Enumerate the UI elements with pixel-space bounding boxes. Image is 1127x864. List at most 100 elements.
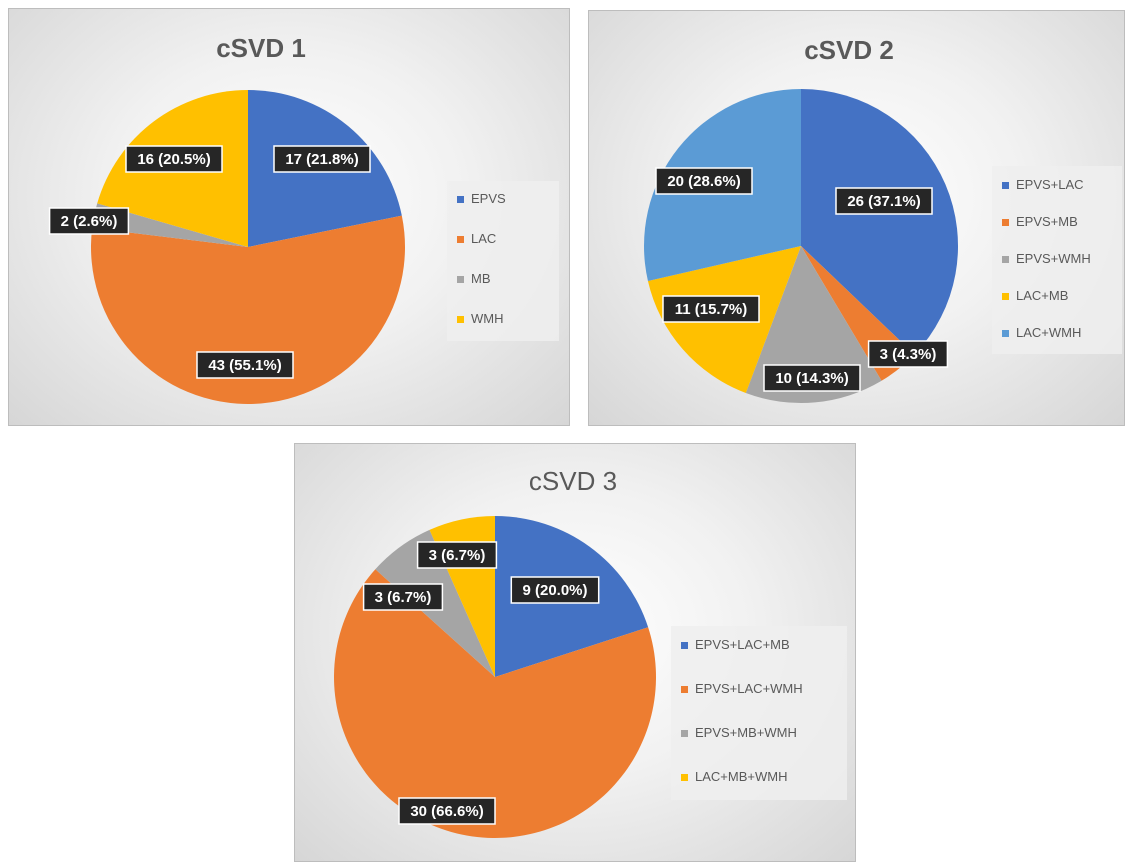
pie-slice — [745, 246, 882, 404]
chart-panel-csvd3: cSVD 3 9 (20.0%) 30 (66.6%) 3 (6.7%) 3 (6.7… — [294, 443, 856, 862]
legend-swatch — [1002, 219, 1009, 226]
data-label-bg — [763, 364, 861, 392]
legend-swatch — [457, 316, 464, 323]
chart-panel-csvd2: cSVD 2 26 (37.1%) 3 (4.3%) 10 (14.3%) 11 (1… — [588, 10, 1125, 426]
data-labels: 9 (20.0%) 30 (66.6%) 3 (6.7%) 3 (6.7%) — [362, 541, 600, 825]
legend-box — [671, 626, 847, 800]
data-label-text: 17 (21.8%) — [285, 151, 358, 168]
data-label-text: 2 (2.6%) — [61, 213, 118, 230]
chart-title: cSVD 2 — [804, 35, 894, 65]
pie-slice — [801, 88, 959, 355]
legend-label: WMH — [471, 311, 504, 326]
data-label: 16 (20.5%) — [125, 145, 223, 173]
pie-chart-csvd1: cSVD 1 17 (21.8%) 43 (55.1%) 2 (2.6%) 16 (2… — [48, 33, 559, 404]
data-label: 20 (28.6%) — [655, 167, 753, 195]
data-label-text: 30 (66.6%) — [410, 803, 483, 820]
legend-label: EPVS+LAC — [1016, 177, 1084, 192]
chart-title: cSVD 1 — [216, 33, 306, 63]
data-label-text: 11 (15.7%) — [675, 301, 748, 318]
legend-item: EPVS+LAC — [1002, 177, 1084, 192]
data-label: 3 (6.7%) — [416, 541, 498, 569]
legend-swatch — [1002, 256, 1009, 263]
data-label-text: 26 (37.1%) — [847, 193, 920, 210]
legend-item: WMH — [457, 311, 504, 326]
pie-chart-csvd2: cSVD 2 26 (37.1%) 3 (4.3%) 10 (14.3%) 11 (1… — [644, 35, 1122, 404]
data-label-bg — [655, 167, 753, 195]
legend-item: EPVS+WMH — [1002, 251, 1091, 266]
data-label-text: 3 (6.7%) — [375, 589, 432, 606]
data-label: 30 (66.6%) — [398, 797, 496, 825]
data-label-text: 20 (28.6%) — [667, 173, 740, 190]
pie-slice — [333, 569, 656, 838]
legend-item: LAC+WMH — [1002, 325, 1081, 340]
legend-box — [992, 166, 1122, 354]
legend-swatch — [457, 196, 464, 203]
legend-swatch — [1002, 293, 1009, 300]
data-label-bg — [835, 187, 933, 215]
pie-slice — [90, 215, 405, 404]
data-label: 10 (14.3%) — [763, 364, 861, 392]
data-label: 2 (2.6%) — [48, 207, 130, 235]
legend-label: EPVS+LAC+WMH — [695, 681, 803, 696]
legend-item: LAC — [457, 231, 496, 246]
data-label-bg — [48, 207, 130, 235]
data-label-text: 9 (20.0%) — [522, 582, 587, 599]
legend-label: MB — [471, 271, 491, 286]
legend-item: LAC+MB — [1002, 288, 1068, 303]
data-label-text: 3 (6.7%) — [429, 547, 486, 564]
legend-label: EPVS+MB — [1016, 214, 1078, 229]
data-label-bg — [196, 351, 294, 379]
data-label-text: 3 (4.3%) — [880, 346, 937, 363]
legend-label: EPVS+LAC+MB — [695, 637, 790, 652]
legend-label: LAC — [471, 231, 496, 246]
data-label-text: 16 (20.5%) — [137, 151, 210, 168]
data-label: 17 (21.8%) — [273, 145, 371, 173]
legend-item: MB — [457, 271, 491, 286]
data-label: 3 (6.7%) — [362, 583, 444, 611]
legend-swatch — [681, 686, 688, 693]
data-label: 43 (55.1%) — [196, 351, 294, 379]
data-label: 9 (20.0%) — [510, 576, 600, 604]
data-label-bg — [867, 340, 949, 368]
data-label-text: 43 (55.1%) — [208, 357, 281, 374]
data-label-bg — [662, 295, 760, 323]
legend-swatch — [681, 642, 688, 649]
data-label-bg — [273, 145, 371, 173]
data-label-bg — [125, 145, 223, 173]
legend-label: LAC+WMH — [1016, 325, 1081, 340]
legend-swatch — [681, 774, 688, 781]
data-label-bg — [416, 541, 498, 569]
legend-swatch — [1002, 182, 1009, 189]
legend-swatch — [457, 276, 464, 283]
data-label: 3 (4.3%) — [867, 340, 949, 368]
legend: EPVS+LAC+MB EPVS+LAC+WMH EPVS+MB+WMH LAC+MB… — [671, 626, 847, 800]
legend-item: EPVS+LAC+MB — [681, 637, 790, 652]
legend-label: EPVS — [471, 191, 506, 206]
chart-title: cSVD 3 — [529, 466, 617, 496]
data-label-bg — [398, 797, 496, 825]
legend-label: EPVS+WMH — [1016, 251, 1091, 266]
legend-item: EPVS+MB — [1002, 214, 1078, 229]
data-label: 11 (15.7%) — [662, 295, 760, 323]
legend-label: LAC+MB — [1016, 288, 1068, 303]
legend-swatch — [681, 730, 688, 737]
legend-item: EPVS+MB+WMH — [681, 725, 797, 740]
data-label-text: 10 (14.3%) — [775, 370, 848, 387]
legend-swatch — [457, 236, 464, 243]
data-labels: 17 (21.8%) 43 (55.1%) 2 (2.6%) 16 (20.5%) — [48, 145, 371, 379]
legend-item: EPVS+LAC+WMH — [681, 681, 803, 696]
legend-box — [447, 181, 559, 341]
legend-item: EPVS — [457, 191, 506, 206]
legend-swatch — [1002, 330, 1009, 337]
legend-label: LAC+MB+WMH — [695, 769, 787, 784]
legend: EPVS+LAC EPVS+MB EPVS+WMH LAC+MB LAC+WMH — [992, 166, 1122, 354]
legend: EPVS LAC MB WMH — [447, 181, 559, 341]
pie-slice — [92, 203, 248, 247]
data-label-bg — [510, 576, 600, 604]
data-label: 26 (37.1%) — [835, 187, 933, 215]
chart-panel-csvd1: cSVD 1 17 (21.8%) 43 (55.1%) 2 (2.6%) 16 (2… — [8, 8, 570, 426]
pie-chart-csvd3: cSVD 3 9 (20.0%) 30 (66.6%) 3 (6.7%) 3 (6.7… — [333, 466, 847, 838]
data-labels: 26 (37.1%) 3 (4.3%) 10 (14.3%) 11 (15.7%) 20… — [655, 167, 949, 392]
legend-item: LAC+MB+WMH — [681, 769, 787, 784]
legend-label: EPVS+MB+WMH — [695, 725, 797, 740]
